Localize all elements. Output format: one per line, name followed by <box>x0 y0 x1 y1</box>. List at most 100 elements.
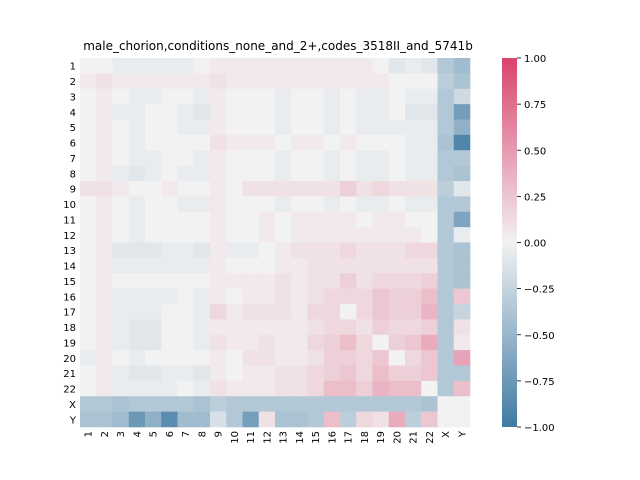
heatmap-cell <box>128 273 146 289</box>
heatmap-cell <box>80 365 97 382</box>
heatmap-cell <box>193 288 211 305</box>
chart-title: male_chorion,conditions_none_and_2+,code… <box>83 39 473 53</box>
heatmap-cell <box>242 365 260 382</box>
heatmap-cell <box>80 380 97 397</box>
heatmap-cell <box>356 242 373 259</box>
heatmap-cell <box>307 319 325 336</box>
heatmap-cell <box>210 150 227 166</box>
heatmap-cell <box>323 134 341 151</box>
heatmap-cell <box>405 227 422 243</box>
heatmap-cell <box>340 380 357 397</box>
heatmap-cell <box>193 227 211 243</box>
heatmap-cell <box>340 134 357 151</box>
heatmap-cell <box>275 227 292 243</box>
heatmap-cell <box>340 273 357 289</box>
heatmap-cell <box>388 304 406 320</box>
heatmap-cell <box>356 396 373 412</box>
heatmap-cell <box>453 365 471 382</box>
heatmap-cell <box>112 411 130 428</box>
heatmap-cell <box>421 380 438 397</box>
heatmap-cell <box>388 165 406 182</box>
heatmap-cell <box>145 134 162 151</box>
heatmap-cell <box>307 304 325 320</box>
heatmap-cell <box>193 380 211 397</box>
heatmap-cell <box>437 273 455 289</box>
y-tick-label: 17 <box>63 308 76 319</box>
heatmap-cell <box>405 196 422 213</box>
heatmap-cell <box>405 273 422 289</box>
heatmap-cell <box>80 150 97 166</box>
heatmap-cell <box>275 165 292 182</box>
heatmap-cell <box>291 150 308 166</box>
heatmap-cell <box>96 134 113 151</box>
heatmap-cell <box>210 273 227 289</box>
heatmap-cell <box>372 134 390 151</box>
heatmap-cell <box>161 150 178 166</box>
heatmap-cell <box>453 273 471 289</box>
heatmap-cell <box>193 73 211 90</box>
heatmap-cell <box>421 288 438 305</box>
heatmap-cell <box>323 165 341 182</box>
heatmap-cell <box>161 365 178 382</box>
heatmap-cell <box>356 58 373 74</box>
heatmap-cell <box>258 211 276 228</box>
heatmap-cell <box>80 319 97 336</box>
heatmap-cell <box>372 242 390 259</box>
heatmap-cell <box>112 104 130 120</box>
heatmap-cell <box>258 242 276 259</box>
heatmap-cell <box>128 380 146 397</box>
heatmap-cell <box>258 165 276 182</box>
heatmap-cell <box>356 273 373 289</box>
heatmap-cell <box>177 319 195 336</box>
heatmap-cell <box>258 104 276 120</box>
heatmap-cell <box>340 58 357 74</box>
heatmap-cell <box>453 119 471 136</box>
heatmap-cell <box>226 104 243 120</box>
heatmap-cell <box>226 88 243 105</box>
heatmap-cell <box>112 242 130 259</box>
heatmap-cell <box>145 150 162 166</box>
heatmap-cell <box>80 58 97 74</box>
y-tick-label: 1 <box>70 62 76 73</box>
heatmap-cell <box>128 150 146 166</box>
heatmap-cell <box>323 288 341 305</box>
heatmap-cell <box>421 196 438 213</box>
heatmap-cell <box>177 196 195 213</box>
heatmap-cell <box>258 350 276 366</box>
heatmap-cell <box>112 58 130 74</box>
heatmap-cell <box>80 227 97 243</box>
heatmap-cell <box>96 411 113 428</box>
heatmap-cell <box>291 350 308 366</box>
heatmap-cell <box>226 365 243 382</box>
heatmap-cell <box>323 227 341 243</box>
heatmap-cell <box>242 380 260 397</box>
heatmap-cell <box>161 242 178 259</box>
heatmap-cell <box>161 181 178 197</box>
heatmap-cell <box>193 119 211 136</box>
heatmap-cell <box>372 211 390 228</box>
heatmap-cell <box>372 104 390 120</box>
heatmap-cell <box>145 104 162 120</box>
heatmap-cell <box>226 58 243 74</box>
heatmap-cell <box>258 396 276 412</box>
heatmap-cell <box>128 58 146 74</box>
x-tick-label: 20 <box>392 431 403 444</box>
heatmap-cell <box>340 304 357 320</box>
x-tick-label: X <box>441 431 452 438</box>
heatmap-cell <box>405 411 422 428</box>
heatmap-cell <box>80 181 97 197</box>
heatmap-cell <box>242 334 260 351</box>
heatmap-cell <box>275 119 292 136</box>
heatmap-cell <box>453 73 471 90</box>
heatmap-cell <box>128 242 146 259</box>
heatmap-cell <box>388 104 406 120</box>
y-tick-label: 20 <box>63 354 76 365</box>
heatmap-cell <box>291 104 308 120</box>
heatmap-cells <box>80 58 471 428</box>
heatmap-cell <box>307 134 325 151</box>
heatmap-cell <box>356 304 373 320</box>
heatmap-cell <box>437 58 455 74</box>
heatmap-cell <box>96 211 113 228</box>
heatmap-cell <box>356 119 373 136</box>
heatmap-cell <box>258 181 276 197</box>
